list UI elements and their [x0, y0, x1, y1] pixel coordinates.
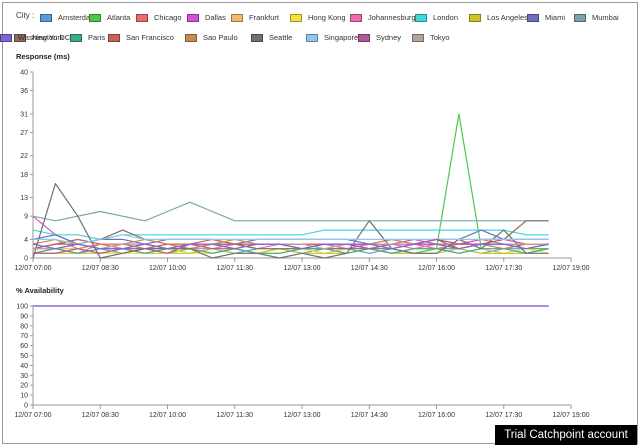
x-tick-label: 12/07 19:00 — [553, 265, 590, 272]
trial-banner: Trial Catchpoint account — [495, 425, 637, 445]
legend-item-label: Johannesburg — [368, 13, 416, 22]
x-tick-label: 12/07 14:30 — [351, 265, 388, 272]
x-tick-label: 12/07 13:00 — [284, 265, 321, 272]
y-tick-label: 20 — [20, 383, 28, 390]
legend-item-label: Hong Kong — [308, 13, 346, 22]
series-line-atlanta — [33, 113, 549, 254]
legend-swatch — [14, 34, 26, 42]
series-line-seattle — [32, 183, 549, 259]
legend-swatch — [469, 14, 481, 22]
y-tick-label: 13 — [20, 195, 28, 202]
y-tick-label: 31 — [20, 111, 28, 118]
y-tick-label: 60 — [20, 343, 28, 350]
y-tick-label: 70 — [20, 333, 28, 340]
y-tick-label: 40 — [20, 363, 28, 370]
y-tick-label: 22 — [20, 153, 28, 160]
legend-item-label: Los Angeles — [487, 13, 528, 22]
y-tick-label: 18 — [20, 172, 28, 179]
x-tick-label: 12/07 10:00 — [149, 412, 186, 419]
legend-item-label: San Francisco — [126, 33, 174, 42]
legend-swatch — [0, 34, 12, 42]
x-tick-label: 12/07 07:00 — [15, 265, 52, 272]
legend-item-label: New York — [32, 33, 64, 42]
legend-item-label: Mumbai — [592, 13, 619, 22]
x-tick-label: 12/07 08:30 — [82, 412, 119, 419]
legend-item-label: Dallas — [205, 13, 226, 22]
x-tick-label: 12/07 13:00 — [284, 412, 321, 419]
legend-item-label: Paris — [88, 33, 106, 42]
response-chart-title: Response (ms) — [16, 52, 70, 61]
availability-chart-title: % Availability — [16, 286, 64, 295]
legend-swatch — [527, 14, 539, 22]
legend-swatch — [415, 14, 427, 22]
legend-swatch — [251, 34, 263, 42]
x-tick-label: 12/07 16:00 — [418, 412, 455, 419]
x-tick-label: 12/07 17:30 — [485, 412, 522, 419]
x-tick-label: 12/07 19:00 — [553, 412, 590, 419]
legend-item-label: Frankfurt — [249, 13, 280, 22]
legend-item-label: Tokyo — [430, 33, 450, 42]
legend-swatch — [185, 34, 197, 42]
y-tick-label: 9 — [24, 214, 28, 221]
legend-item-label: Singapore — [324, 33, 359, 42]
x-tick-label: 12/07 07:00 — [15, 412, 52, 419]
series-line-washington-dc — [32, 243, 549, 250]
legend-swatch — [358, 34, 370, 42]
series-line-singapore — [33, 234, 549, 245]
y-tick-label: 4 — [24, 237, 28, 244]
legend-label: City : — [16, 11, 35, 20]
legend-item-label: Chicago — [154, 13, 182, 22]
y-tick-label: 40 — [20, 70, 28, 77]
legend-swatch — [231, 14, 243, 22]
response-chart: 0 4 9 13 18 22 27 31 36 40 12/07 07:00 12/07 08:30 1… — [15, 70, 590, 273]
x-tick-label: 12/07 16:00 — [418, 265, 455, 272]
x-tick-label: 12/07 17:30 — [485, 265, 522, 272]
legend-swatch — [290, 14, 302, 22]
legend-swatch — [574, 14, 586, 22]
legend-swatch — [40, 14, 52, 22]
y-tick-label: 80 — [20, 323, 28, 330]
x-tick-label: 12/07 11:30 — [217, 265, 254, 272]
legend-swatch — [306, 34, 318, 42]
y-tick-label: 100 — [16, 304, 28, 311]
y-tick-label: 10 — [20, 393, 28, 400]
legend-item-label: London — [433, 13, 459, 22]
legend-item-label: Sydney — [376, 33, 402, 42]
legend-swatch — [350, 14, 362, 22]
y-tick-label: 0 — [24, 403, 28, 410]
x-tick-label: 12/07 14:30 — [351, 412, 388, 419]
legend-swatch — [187, 14, 199, 22]
legend-swatch — [89, 14, 101, 22]
y-tick-label: 50 — [20, 353, 28, 360]
availability-chart: 0 10 20 30 40 50 60 70 80 90 100 12/07 07:00 12/07 0… — [15, 304, 590, 420]
x-tick-label: 12/07 10:00 — [149, 265, 186, 272]
legend-item-label: Miami — [545, 13, 565, 22]
y-tick-label: 27 — [20, 130, 28, 137]
x-tick-label: 12/07 11:30 — [217, 412, 254, 419]
legend-item-label: Amsterdam — [58, 13, 97, 22]
legend-swatch — [108, 34, 120, 42]
legend-item-label: Seattle — [269, 33, 293, 42]
legend-item-label: Washington DC — [18, 33, 71, 42]
y-tick-label: 30 — [20, 373, 28, 380]
legend-swatch — [70, 34, 82, 42]
series-line-mumbai — [32, 201, 549, 222]
x-tick-label: 12/07 08:30 — [82, 265, 119, 272]
y-tick-label: 0 — [24, 256, 28, 263]
legend-item-label: Atlanta — [107, 13, 131, 22]
y-tick-label: 90 — [20, 313, 28, 320]
legend-swatch — [136, 14, 148, 22]
legend-item-label: Sao Paulo — [203, 33, 238, 42]
legend-swatch — [412, 34, 424, 42]
y-tick-label: 36 — [20, 88, 28, 95]
